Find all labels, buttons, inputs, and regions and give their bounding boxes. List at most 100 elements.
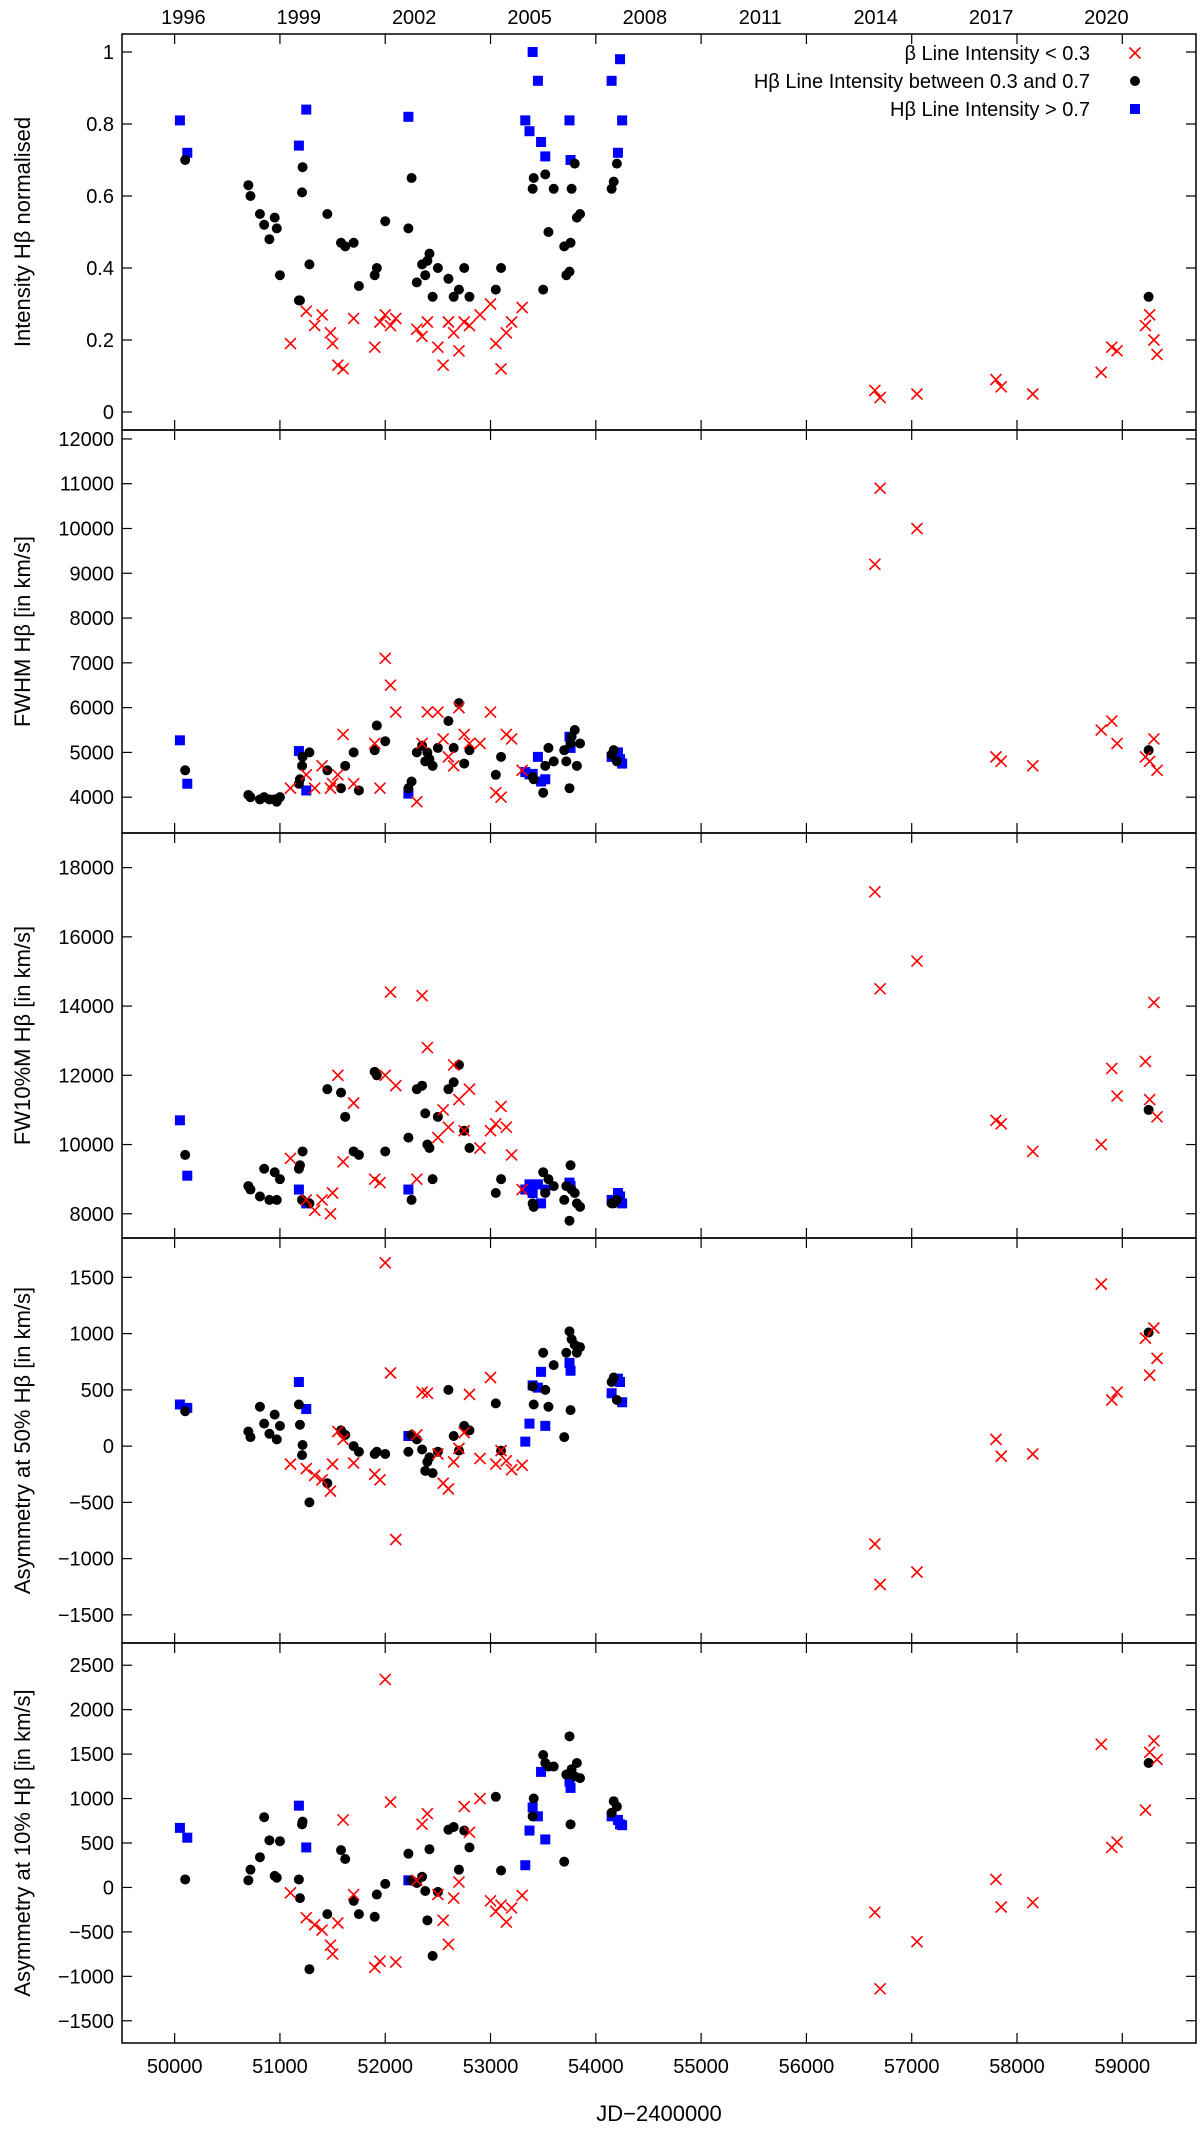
data-point-mid — [420, 1108, 431, 1119]
top-year-label: 2020 — [1084, 7, 1129, 29]
data-point-mid — [269, 212, 280, 223]
data-point-low — [389, 312, 402, 325]
data-point-low — [494, 362, 508, 375]
data-point-low — [1026, 1447, 1039, 1461]
legend-label: Hβ Line Intensity > 0.7 — [890, 99, 1090, 121]
data-point-low — [1026, 1896, 1039, 1909]
data-point-mid — [569, 158, 580, 169]
data-point-low — [874, 482, 887, 495]
y-tick-label: 0 — [103, 402, 114, 424]
data-point-high — [564, 1357, 575, 1368]
data-point-low — [416, 989, 429, 1002]
data-point-high — [182, 147, 193, 158]
data-point-low — [910, 1935, 924, 1948]
panel-4: −1500 −1000 −500 0 500 1000 1500 Asymmetry at 5… — [10, 1237, 1197, 1644]
data-point-mid — [464, 745, 475, 756]
data-point-mid — [411, 747, 422, 758]
data-point-mid — [538, 1347, 549, 1358]
data-point-low — [995, 1450, 1008, 1463]
panel-frame — [121, 1237, 1197, 1644]
data-point-low — [389, 1079, 402, 1092]
data-point-low — [1095, 1738, 1108, 1751]
data-point-low — [410, 1874, 423, 1887]
data-point-low — [379, 308, 392, 321]
data-point-low — [1095, 1138, 1108, 1151]
data-point-low — [1143, 308, 1156, 321]
data-point-mid — [432, 263, 443, 273]
data-point-mid — [490, 1791, 501, 1802]
data-point-mid — [608, 1372, 619, 1383]
data-point-low — [347, 1888, 360, 1901]
data-point-high — [293, 140, 304, 151]
data-point-mid — [340, 1111, 351, 1122]
data-point-mid — [611, 158, 622, 169]
data-point-low — [447, 1058, 460, 1071]
data-point-mid — [538, 1167, 549, 1178]
data-point-low — [463, 319, 476, 332]
data-point-mid — [443, 1384, 454, 1395]
data-point-mid — [264, 234, 275, 245]
data-point-mid — [527, 1811, 538, 1822]
data-point-high — [1130, 104, 1140, 114]
data-point-low — [331, 1916, 344, 1930]
data-point-mid — [448, 1431, 459, 1441]
data-point-low — [447, 759, 460, 772]
data-point-mid — [540, 1188, 551, 1198]
data-point-mid — [565, 1160, 576, 1171]
data-point-high — [606, 1388, 617, 1399]
data-point-low — [442, 750, 455, 763]
data-point-low — [1110, 1386, 1124, 1399]
data-point-low — [874, 391, 887, 404]
data-point-mid — [322, 1909, 333, 1920]
data-point-low — [373, 1176, 387, 1189]
data-point-high — [565, 1365, 576, 1376]
y-tick-label: 2500 — [70, 1655, 115, 1677]
data-point-mid — [293, 1874, 304, 1885]
data-point-high — [301, 1842, 312, 1853]
data-point-mid — [297, 1450, 308, 1461]
data-point-mid — [245, 1864, 256, 1875]
data-point-low — [489, 1117, 502, 1130]
data-point-low — [442, 1938, 455, 1951]
top-year-label: 1999 — [277, 7, 322, 29]
data-point-mid — [564, 266, 575, 277]
data-point-low — [410, 1428, 423, 1441]
panel-5: −1500 −1000 −500 0 500 1000 1500 2000 2500 Asymme… — [10, 1642, 1197, 2044]
data-point-mid — [424, 1844, 435, 1855]
data-point-mid — [243, 1875, 254, 1886]
data-point-high — [617, 1820, 628, 1831]
data-point-low — [1139, 319, 1152, 332]
data-point-low — [458, 1426, 471, 1439]
data-point-low — [368, 341, 381, 354]
data-point-low — [431, 341, 444, 354]
data-point-low — [410, 795, 423, 808]
data-point-mid — [561, 1347, 572, 1358]
data-point-mid — [496, 1865, 507, 1876]
data-point-low — [516, 1183, 529, 1196]
data-point-low — [284, 1886, 297, 1899]
data-point-mid — [294, 1419, 305, 1430]
data-point-low — [452, 1093, 466, 1106]
data-point-mid — [611, 1395, 622, 1405]
data-point-low — [1143, 1369, 1156, 1382]
data-point-low — [868, 1906, 881, 1919]
y-tick-label: 16000 — [58, 927, 114, 949]
data-point-mid — [180, 765, 191, 776]
data-point-low — [1150, 1352, 1164, 1365]
data-point-mid — [294, 295, 305, 306]
data-point-high — [174, 1115, 185, 1126]
y-tick-label: 1 — [103, 42, 114, 64]
data-point-low — [384, 679, 397, 692]
data-point-mid — [417, 740, 428, 751]
data-point-mid — [1143, 1104, 1154, 1115]
data-point-low — [389, 1533, 402, 1546]
y-tick-label: −500 — [69, 1922, 114, 1944]
data-point-mid — [608, 176, 619, 187]
data-point-mid — [180, 1406, 191, 1417]
data-point-mid — [459, 1825, 470, 1836]
data-point-mid — [371, 1446, 382, 1457]
data-point-low — [516, 301, 529, 314]
y-tick-label: 1000 — [70, 1324, 115, 1346]
data-point-high — [301, 104, 312, 115]
